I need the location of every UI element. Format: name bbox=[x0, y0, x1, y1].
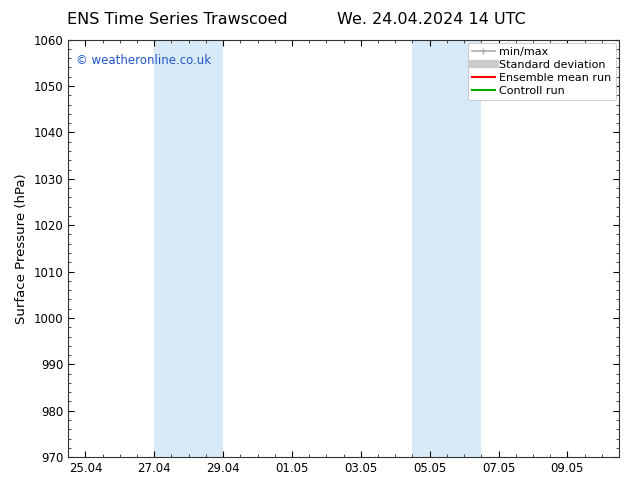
Legend: min/max, Standard deviation, Ensemble mean run, Controll run: min/max, Standard deviation, Ensemble me… bbox=[468, 43, 616, 100]
Text: We. 24.04.2024 14 UTC: We. 24.04.2024 14 UTC bbox=[337, 12, 526, 27]
Text: © weatheronline.co.uk: © weatheronline.co.uk bbox=[77, 54, 212, 67]
Text: ENS Time Series Trawscoed: ENS Time Series Trawscoed bbox=[67, 12, 288, 27]
Y-axis label: Surface Pressure (hPa): Surface Pressure (hPa) bbox=[15, 173, 28, 324]
Bar bbox=[413, 40, 481, 457]
Bar bbox=[154, 40, 223, 457]
